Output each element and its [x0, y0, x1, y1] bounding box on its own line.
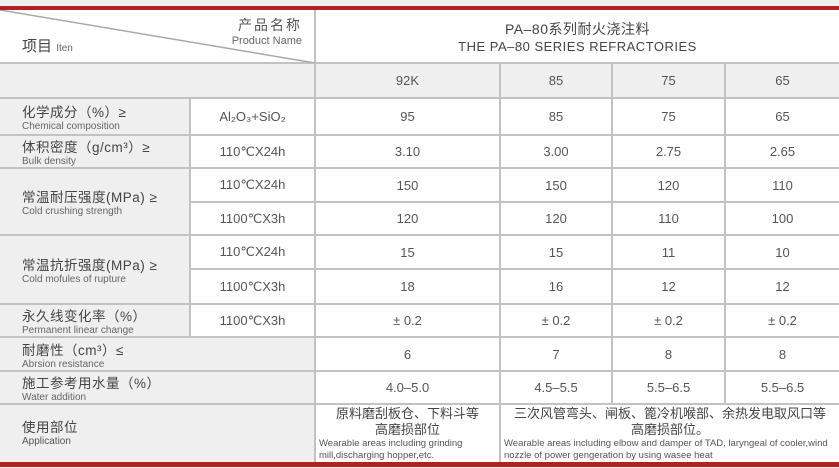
- condition-cell: 110℃X24h: [189, 167, 316, 203]
- row-label: 永久线变化率（%） Permanent linear change: [0, 303, 191, 338]
- grade-cell: 85: [499, 62, 613, 99]
- product-name-en: Product Name: [231, 35, 302, 47]
- condition-cell: 1100℃X3h: [190, 268, 316, 305]
- value-cell: 16: [499, 268, 613, 305]
- value-cell: 2.65: [723, 134, 839, 169]
- value-cell: 120: [611, 167, 726, 203]
- grade-cell: 65: [723, 62, 839, 99]
- row-label: 常温耐压强度(MPa) ≥ Cold crushing strength: [0, 167, 191, 236]
- value-cell: 85: [499, 97, 613, 136]
- value-cell: 100: [723, 201, 839, 236]
- value-cell: 95: [314, 97, 501, 136]
- title-en: THE PA–80 SERIES REFRACTORIES: [458, 38, 697, 54]
- bottom-red-rule: [0, 462, 839, 467]
- value-cell: 120: [314, 201, 501, 236]
- application-row: 使用部位 Application 原料磨刮板仓、下料斗等高磨损部位 Wearable…: [0, 403, 839, 463]
- condition-cell: Al₂O₃+SiO₂: [189, 97, 316, 136]
- table-row: 常温耐压强度(MPa) ≥ Cold crushing strength 110℃…: [0, 167, 839, 236]
- row-label: 体积密度（g/cm³）≥ Bulk density: [0, 134, 191, 169]
- value-cell: 3.00: [499, 134, 613, 169]
- table-row: 体积密度（g/cm³）≥ Bulk density 110℃X24h 3.10 3.…: [0, 134, 839, 169]
- value-cell: 4.0–5.0: [314, 370, 501, 405]
- condition-cell: 1100℃X3h: [189, 303, 316, 338]
- row-label: 施工参考用水量（%） Water addition: [0, 370, 316, 405]
- table-row: 化学成分（%）≥ Chemical composition Al₂O₃+SiO₂ …: [0, 97, 839, 136]
- value-cell: 5.5–6.5: [723, 370, 839, 405]
- table-row: 1100℃X3h 120 120 110 100: [0, 201, 839, 236]
- value-cell: 120: [499, 201, 613, 236]
- condition-cell: 1100℃X3h: [190, 201, 316, 236]
- application-cell: 三次风管弯头、闸板、篦冷机喉部、余热发电取风口等高磨损部位。 Wearable a…: [498, 403, 839, 463]
- value-cell: 3.10: [314, 134, 501, 169]
- table-row: 永久线变化率（%） Permanent linear change 1100℃X3…: [0, 303, 839, 338]
- value-cell: 110: [723, 167, 839, 203]
- series-title: PA–80系列耐火浇注料 THE PA–80 SERIES REFRACTORI…: [313, 10, 839, 64]
- value-cell: ± 0.2: [499, 303, 613, 338]
- value-cell: 12: [611, 268, 726, 305]
- value-cell: 10: [723, 234, 839, 270]
- value-cell: 8: [723, 336, 839, 372]
- value-cell: ± 0.2: [611, 303, 726, 338]
- table-row: 1100℃X3h 18 16 12 12: [0, 268, 839, 305]
- item-cn: 项目: [22, 38, 53, 55]
- grade-cell: 75: [611, 62, 726, 99]
- row-label: 化学成分（%）≥ Chemical composition: [0, 97, 191, 136]
- top-margin: [0, 0, 839, 6]
- item-en: Iten: [56, 43, 73, 54]
- title-cn: PA–80系列耐火浇注料: [505, 20, 650, 37]
- grade-row-label: [0, 62, 316, 99]
- spec-table: 产品名称 Product Name 项目 Iten PA–80系列耐火浇注料 TH…: [0, 10, 839, 463]
- row-label: 常温抗折强度(MPa) ≥ Cold mofules of rupture: [0, 234, 191, 305]
- grade-cell: 92K: [314, 62, 501, 99]
- table-row: 常温抗折强度(MPa) ≥ Cold mofules of rupture 110…: [0, 234, 839, 305]
- value-cell: 5.5–6.5: [611, 370, 726, 405]
- row-label: 耐磨性（cm³）≤ Abrsion resistance: [0, 336, 316, 372]
- value-cell: 7: [499, 336, 613, 372]
- row-label: 使用部位 Application: [0, 403, 316, 463]
- value-cell: 150: [499, 167, 613, 203]
- value-cell: 110: [611, 201, 726, 236]
- value-cell: 11: [611, 234, 726, 270]
- value-cell: 2.75: [611, 134, 726, 169]
- value-cell: 8: [611, 336, 726, 372]
- value-cell: 6: [314, 336, 501, 372]
- value-cell: 18: [314, 268, 501, 305]
- header-corner-cell: 产品名称 Product Name 项目 Iten: [0, 10, 316, 64]
- value-cell: 12: [723, 268, 839, 305]
- value-cell: 15: [314, 234, 501, 270]
- value-cell: 65: [723, 97, 839, 136]
- product-name-cn: 产品名称: [238, 17, 302, 33]
- condition-cell: 110℃X24h: [189, 134, 316, 169]
- condition-cell: 110℃X24h: [189, 234, 316, 270]
- application-cell: 原料磨刮板仓、下料斗等高磨损部位 Wearable areas including…: [314, 403, 501, 463]
- value-cell: 150: [314, 167, 501, 203]
- value-cell: 75: [611, 97, 726, 136]
- value-cell: ± 0.2: [723, 303, 839, 338]
- diagonal-divider: [0, 10, 315, 63]
- table-row: 施工参考用水量（%） Water addition 4.0–5.0 4.5–5.5 5…: [0, 370, 839, 405]
- top-red-rule: [0, 6, 839, 10]
- value-cell: ± 0.2: [314, 303, 501, 338]
- value-cell: 4.5–5.5: [499, 370, 613, 405]
- value-cell: 15: [499, 234, 613, 270]
